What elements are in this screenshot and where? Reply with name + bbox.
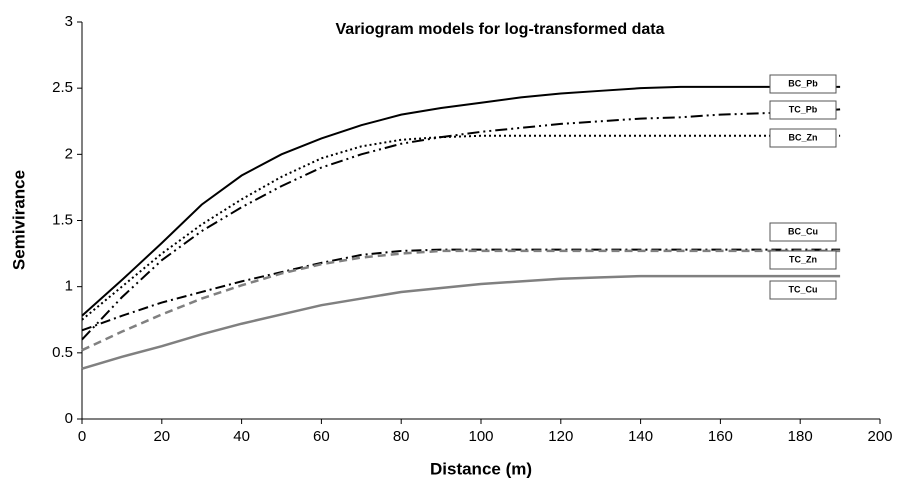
legend-label: BC_Cu [788,226,818,236]
legend-box [769,128,837,148]
x-tick-label: 20 [153,428,170,445]
x-axis-label: Distance (m) [430,459,532,478]
series-line [81,248,841,332]
series-line [81,85,841,317]
legend-label: TC_Pb [789,104,818,114]
y-tick-label: 1.5 [52,211,73,228]
y-tick-label: 2 [65,145,73,162]
x-tick-label: 200 [867,428,892,445]
x-tick-label: 140 [628,428,653,445]
y-tick-label: 0.5 [52,344,73,361]
series-line [81,249,841,352]
legend-box [769,280,837,300]
legend-box [769,74,837,94]
legend-box [769,222,837,242]
x-tick-label: 80 [393,428,410,445]
x-tick-label: 40 [233,428,250,445]
y-axis-label: Semivirance [9,170,28,270]
x-tick-label: 0 [78,428,86,445]
series-line [81,134,841,321]
x-tick-label: 100 [468,428,493,445]
legend-label: BC_Pb [788,78,818,88]
x-tick-label: 160 [708,428,733,445]
x-tick-label: 60 [313,428,330,445]
y-tick-label: 2.5 [52,79,73,96]
legend-label: BC_Zn [789,132,818,142]
legend-box [769,100,837,120]
y-tick-label: 0 [65,410,73,427]
y-tick-label: 3 [65,13,73,30]
y-tick-label: 1 [65,278,73,295]
legend-box [769,250,837,270]
legend-label: TC_Zn [789,254,817,264]
series-line [81,274,841,370]
series-line [81,108,841,341]
x-tick-label: 180 [788,428,813,445]
legend-label: TC_Cu [789,284,818,294]
chart-title: Variogram models for log-transformed dat… [336,21,665,38]
x-tick-label: 120 [548,428,573,445]
